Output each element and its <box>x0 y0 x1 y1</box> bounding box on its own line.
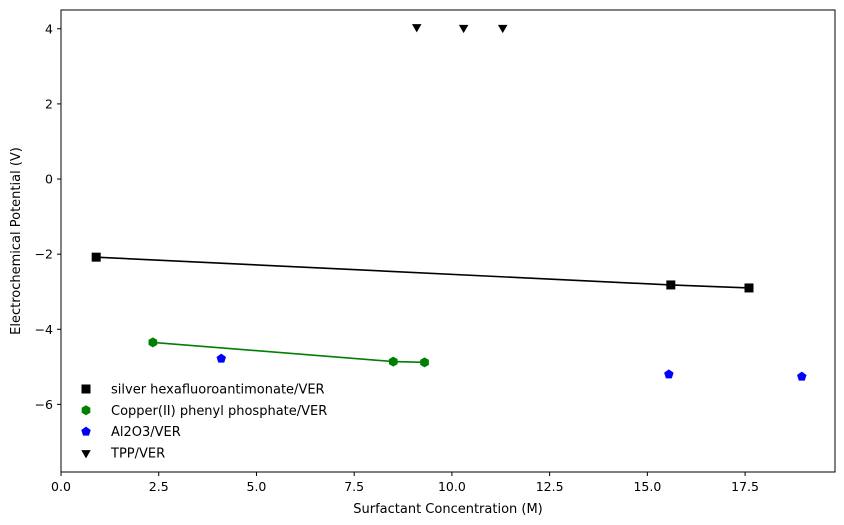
data-point <box>216 353 227 363</box>
plot-area <box>60 9 836 473</box>
y-tick-label: 4 <box>45 21 53 36</box>
y-tick-label: −6 <box>35 397 53 412</box>
x-tick-label: 2.5 <box>149 479 169 494</box>
x-axis-label: Surfactant Concentration (M) <box>353 502 543 517</box>
data-point <box>797 371 807 381</box>
series-1 <box>91 252 754 293</box>
x-tick-label: 5.0 <box>247 479 267 494</box>
x-tick-label: 7.5 <box>344 479 364 494</box>
legend-marker <box>81 384 91 394</box>
legend-label: TPP/VER <box>110 446 165 461</box>
data-point <box>91 252 101 262</box>
legend-marker <box>81 450 91 459</box>
series-2 <box>148 337 429 368</box>
series-4 <box>411 24 508 34</box>
data-point <box>666 280 676 290</box>
legend-label: Copper(II) phenyl phosphate/VER <box>111 404 327 419</box>
legend-item: silver hexafluoroantimonate/VER <box>81 383 325 398</box>
legend-item: TPP/VER <box>81 446 165 461</box>
y-axis: −6 −4 −2 0 2 4 <box>35 21 61 412</box>
legend: silver hexafluoroantimonate/VER Copper(II… <box>81 383 327 461</box>
y-axis-label: Electrochemical Potential (V) <box>9 147 24 335</box>
y-tick-label: −4 <box>35 322 53 337</box>
data-point <box>497 24 508 34</box>
legend-item: Al2O3/VER <box>81 425 181 440</box>
legend-label: Al2O3/VER <box>111 425 181 440</box>
x-tick-label: 17.5 <box>731 479 759 494</box>
data-point <box>148 337 158 348</box>
y-tick-label: −2 <box>35 247 53 262</box>
x-axis: 0.0 2.5 5.0 7.5 10.0 12.5 15.0 17.5 <box>51 472 759 494</box>
x-tick-label: 10.0 <box>438 479 466 494</box>
y-tick-label: 2 <box>45 96 53 111</box>
data-point <box>664 369 674 379</box>
x-tick-label: 15.0 <box>633 479 661 494</box>
data-point <box>388 356 398 367</box>
legend-item: Copper(II) phenyl phosphate/VER <box>81 404 327 419</box>
data-point <box>458 24 469 34</box>
data-point <box>420 357 429 368</box>
legend-marker <box>81 405 91 416</box>
x-tick-label: 0.0 <box>51 479 71 494</box>
data-point <box>744 283 754 293</box>
x-tick-label: 12.5 <box>536 479 564 494</box>
data-point <box>411 24 422 33</box>
y-tick-label: 0 <box>45 172 53 187</box>
legend-label: silver hexafluoroantimonate/VER <box>111 383 325 398</box>
series-3 <box>216 353 807 381</box>
legend-marker <box>81 426 91 436</box>
series-layer <box>91 24 807 381</box>
